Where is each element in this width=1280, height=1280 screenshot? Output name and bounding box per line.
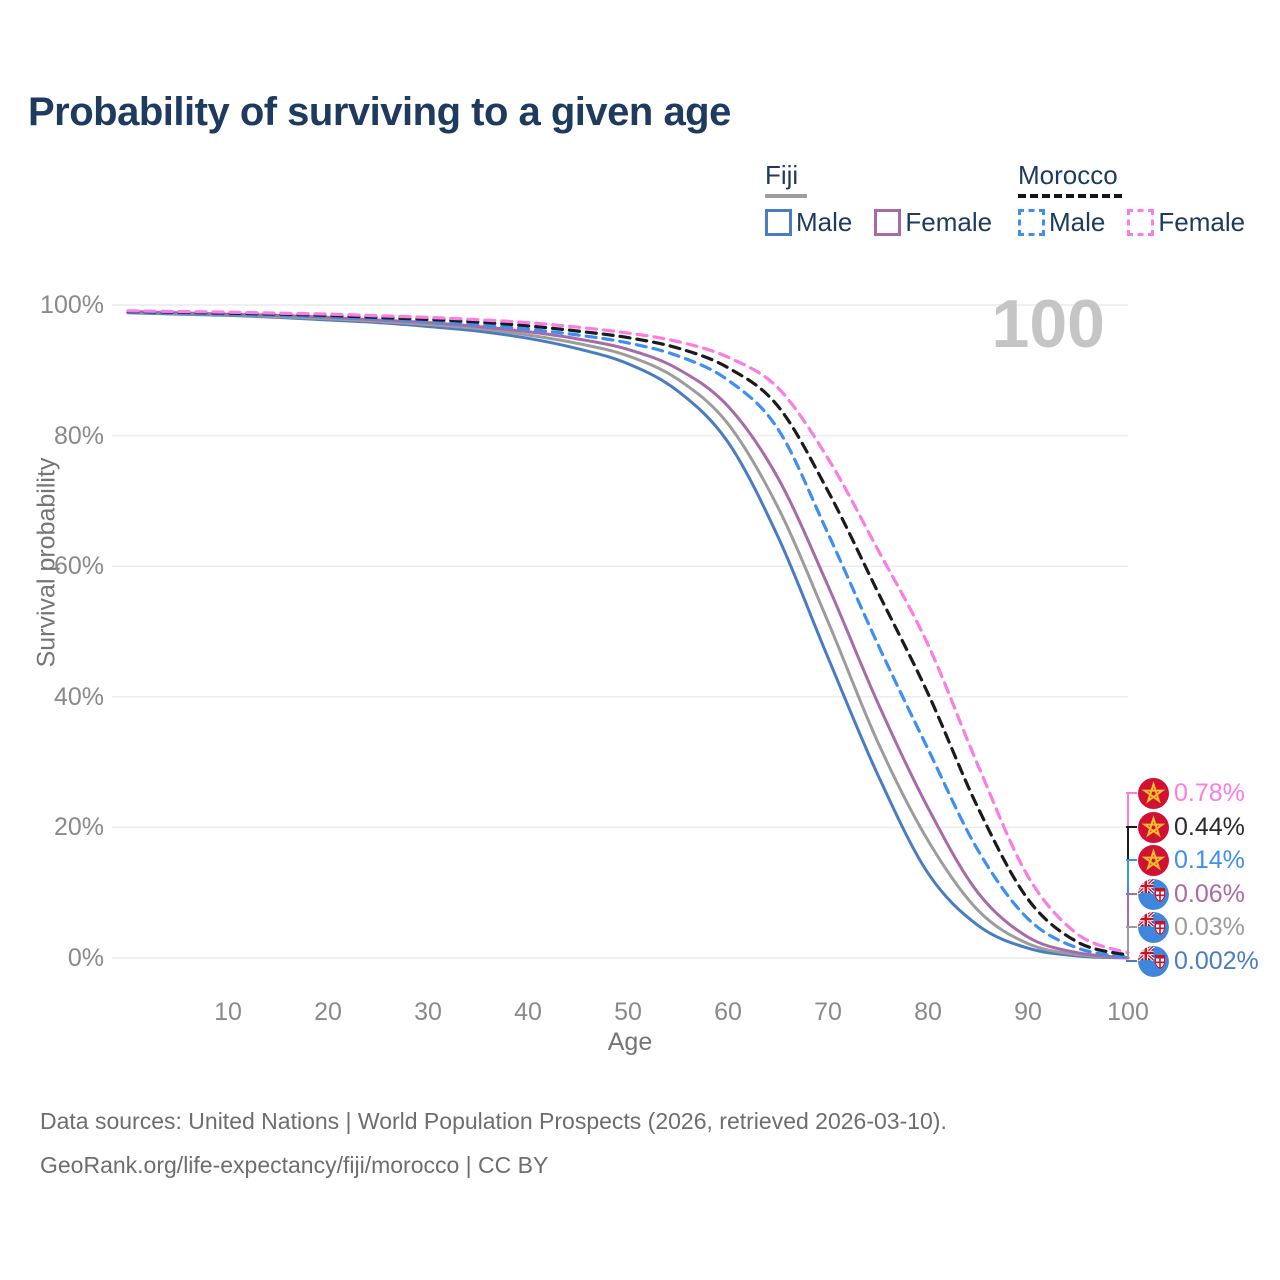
- footer: Data sources: United Nations | World Pop…: [40, 1108, 947, 1196]
- y-tick-label-20%: 20%: [53, 813, 104, 842]
- series-curve-morocco: [126, 309, 1130, 957]
- end-label-morocco: 0.44%: [1138, 811, 1245, 843]
- end-label-value: 0.03%: [1174, 912, 1245, 941]
- series-curve-morocco-female: [126, 309, 1130, 955]
- legend-item-morocco-male: Male: [1018, 207, 1105, 238]
- end-label-value: 0.78%: [1174, 778, 1245, 807]
- end-label-fiji: 0.03%: [1138, 911, 1245, 943]
- x-tick-label-60: 60: [714, 998, 742, 1026]
- legend-item-fiji-female: Female: [874, 207, 992, 238]
- legend-item-label: Male: [796, 207, 853, 237]
- fiji-flag-icon: [1138, 945, 1169, 977]
- end-label-morocco-male: 0.14%: [1138, 844, 1245, 876]
- legend-group-fiji: Fiji Male Female: [765, 160, 992, 238]
- fiji-female-swatch: [874, 209, 902, 236]
- series-curve-fiji-male: [126, 311, 1130, 960]
- legend-group-title-fiji: Fiji: [765, 160, 799, 190]
- x-tick-label-20: 20: [314, 998, 342, 1026]
- legend-item-label: Female: [1158, 207, 1246, 237]
- legend-item-fiji-male: Male: [765, 207, 852, 238]
- fiji-male-swatch: [765, 209, 792, 236]
- y-tick-label-100%: 100%: [40, 291, 104, 319]
- y-tick-label-60%: 60%: [53, 552, 104, 581]
- x-tick-label-40: 40: [514, 998, 542, 1026]
- x-tick-label-50: 50: [614, 998, 642, 1026]
- x-tick-label-70: 70: [814, 998, 842, 1026]
- x-tick-label-30: 30: [414, 998, 442, 1026]
- fiji-flag-icon: [1138, 878, 1169, 910]
- end-label-fiji-female: 0.06%: [1138, 878, 1245, 910]
- end-label-fiji-male: 0.002%: [1138, 945, 1259, 977]
- y-tick-label-40%: 40%: [53, 682, 104, 711]
- legend-fiji-line-swatch: [765, 194, 807, 198]
- end-label-value: 0.002%: [1174, 946, 1259, 975]
- page-title: Probability of surviving to a given age: [28, 90, 731, 134]
- series-curve-morocco-male: [126, 310, 1130, 959]
- x-tick-label-100: 100: [1107, 998, 1149, 1026]
- y-tick-label-0%: 0%: [67, 944, 104, 972]
- morocco-flag-icon: [1138, 811, 1169, 843]
- x-tick-label-10: 10: [214, 998, 242, 1026]
- end-label-value: 0.14%: [1174, 845, 1245, 874]
- legend-item-label: Male: [1049, 207, 1106, 237]
- data-sources-line: Data sources: United Nations | World Pop…: [40, 1108, 947, 1134]
- morocco-female-swatch: [1127, 209, 1155, 236]
- legend-item-morocco-female: Female: [1127, 207, 1245, 238]
- x-tick-label-90: 90: [1014, 998, 1042, 1026]
- y-tick-label-80%: 80%: [53, 421, 104, 450]
- x-tick-label-80: 80: [914, 998, 942, 1026]
- legend-item-label: Female: [905, 207, 993, 237]
- morocco-flag-icon: [1138, 777, 1169, 809]
- fiji-flag-icon: [1138, 911, 1169, 943]
- morocco-male-swatch: [1018, 209, 1045, 236]
- legend-group-morocco: Morocco Male Female: [1018, 160, 1245, 238]
- end-label-value: 0.44%: [1174, 812, 1245, 841]
- series-curve-fiji: [126, 310, 1130, 960]
- legend-group-title-morocco: Morocco: [1018, 160, 1118, 190]
- attribution-line: GeoRank.org/life-expectancy/fiji/morocco…: [40, 1152, 549, 1178]
- end-label-morocco-female: 0.78%: [1138, 777, 1245, 809]
- series-curve-fiji-female: [126, 310, 1130, 960]
- end-label-value: 0.06%: [1174, 879, 1245, 908]
- legend-morocco-line-swatch: [1018, 194, 1122, 198]
- age-100-watermark: 100: [991, 286, 1105, 362]
- morocco-flag-icon: [1138, 844, 1169, 876]
- x-axis-title: Age: [607, 1028, 653, 1056]
